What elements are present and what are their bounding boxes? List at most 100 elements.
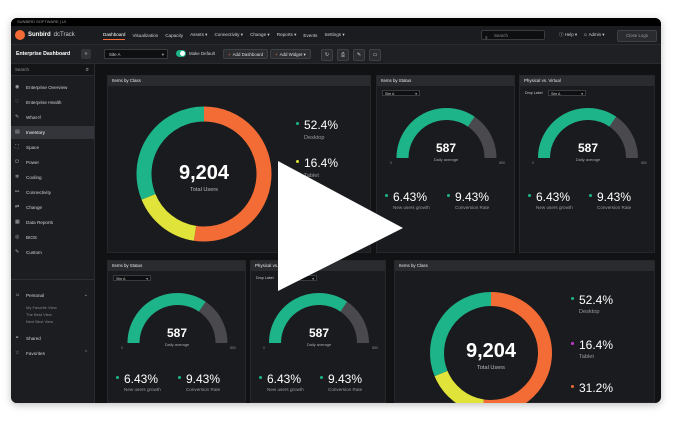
nav-item[interactable]: Connectivity ▾ xyxy=(214,32,244,37)
toggle-switch[interactable] xyxy=(176,50,186,57)
nav-item[interactable]: Visualization xyxy=(132,32,159,38)
panel-site-value: Site A xyxy=(551,92,561,96)
gauge-min: 0 xyxy=(390,161,392,165)
app-window: SUNBIRD SOFTWARE | UI Sunbird dcTrack Da… xyxy=(11,18,661,403)
stat-value: 9.43% xyxy=(328,372,363,386)
panel-site-select[interactable]: Site A ▾ xyxy=(113,275,151,281)
sidebar-divider xyxy=(11,279,94,280)
sidebar-item-bios[interactable]: ◎ BIOS xyxy=(11,231,94,244)
dashboard-toolbar: Enterprise Dashboard « Site A ▾ Make Def… xyxy=(11,45,661,64)
panel-site-value: Site A xyxy=(116,277,126,281)
donut-total: 9,204 xyxy=(179,162,230,184)
donut-total-label: Total Users xyxy=(190,187,218,193)
fullscreen-button[interactable]: ▭ xyxy=(369,49,381,61)
sidebar-item-data-reports[interactable]: ▦ Data Reports xyxy=(11,216,94,229)
sidebar-item-custom[interactable]: ✎ Custom xyxy=(11,246,94,259)
stat-dot xyxy=(385,194,388,197)
donut-segment-tablet xyxy=(434,370,485,403)
stat-value: 6.43% xyxy=(393,190,428,204)
gauge-fill xyxy=(396,108,475,159)
panel-physical-vs-virtual-top: Physical vs. Virtual Drop Label Site A ▾ … xyxy=(519,75,655,253)
bios-icon: ◎ xyxy=(15,234,20,240)
sidebar-item-enterprise-health[interactable]: ♡ Enterprise Health xyxy=(11,96,94,109)
cooling-icon: ❄ xyxy=(15,174,20,180)
add-widget-label: Add Widget xyxy=(279,52,303,57)
stat-label: New users growth xyxy=(393,205,430,210)
brand-logo[interactable]: Sunbird dcTrack xyxy=(15,29,75,41)
sidebar-subitem[interactable]: My Favorite View xyxy=(26,305,57,310)
edit-button[interactable]: ✎ xyxy=(353,49,365,61)
gauge-fill xyxy=(127,293,206,344)
add-dashboard-button[interactable]: + Add Dashboard xyxy=(223,49,269,59)
donut-segment-other xyxy=(430,292,492,377)
gauge-arcs xyxy=(127,293,228,344)
help-menu[interactable]: ⓘ Help ▾ xyxy=(559,32,577,38)
panel-site-select[interactable]: Site A ▾ xyxy=(548,90,586,96)
sidebar-section-personal[interactable]: ☺ Personal ⌄ xyxy=(11,289,94,302)
play-icon[interactable] xyxy=(273,156,413,296)
refresh-icon: ↻ xyxy=(324,52,330,58)
sidebar-subitem[interactable]: Next Best View xyxy=(26,319,54,324)
person-icon: ☺ xyxy=(15,292,21,298)
power-icon: ⏻ xyxy=(15,159,19,165)
sidebar-item-label: Cooling xyxy=(26,175,42,180)
gauge-fill xyxy=(269,293,348,344)
nav-item[interactable]: Settings ▾ xyxy=(324,32,345,37)
close-logs-button[interactable]: Close Logs xyxy=(617,30,657,42)
print-button[interactable]: ⎙ xyxy=(337,49,349,61)
sidebar-item-connectivity[interactable]: ⚯ Connectivity xyxy=(11,186,94,199)
change-icon: ⇄ xyxy=(15,204,20,210)
sidebar-item-space[interactable]: ⛶ Space xyxy=(11,141,94,154)
stat-value: 9.43% xyxy=(597,190,632,204)
sidebar-subitem[interactable]: The Best View xyxy=(26,312,52,317)
chevron-down-icon: ▾ xyxy=(415,92,417,96)
dashboard-title: Enterprise Dashboard xyxy=(16,51,71,57)
admin-menu[interactable]: ☺ Admin ▾ xyxy=(583,32,604,38)
panel-title: Items by Class xyxy=(108,76,370,86)
user-icon: ☺ xyxy=(583,32,588,37)
sidebar: Search ⌕ ◉ Enterprise Overview ♡ Enterprise… xyxy=(11,64,95,403)
nav-search-input[interactable]: ⌕ Search xyxy=(481,30,545,41)
sidebar-item-inventory[interactable]: ▤ Inventory xyxy=(11,126,94,139)
make-default-toggle[interactable]: Make Default xyxy=(176,50,215,57)
sidebar-item-power[interactable]: ⏻ Power xyxy=(11,156,94,169)
sidebar-item-change[interactable]: ⇄ Change xyxy=(11,201,94,214)
gauge-value: 587 xyxy=(436,141,456,155)
gauge-arcs xyxy=(538,108,638,159)
panel-site-select[interactable]: Site A ▾ xyxy=(382,90,420,96)
nav-item[interactable]: Events xyxy=(303,32,318,38)
legend-label: Tablet xyxy=(579,354,594,360)
nav-item[interactable]: Capacity xyxy=(165,32,184,38)
nav-item[interactable]: Dashboard xyxy=(103,30,126,40)
fullscreen-icon: ▭ xyxy=(372,52,378,58)
chevron-down-icon: ▾ xyxy=(161,52,164,57)
legend-dot xyxy=(571,385,574,388)
admin-label: Admin ▾ xyxy=(588,32,605,37)
sidebar-section-favorites[interactable]: ☆ Favorites ⌃ xyxy=(11,347,94,360)
stat-label: Conversion Rate xyxy=(597,205,632,210)
legend-value: 16.4% xyxy=(304,156,339,170)
sidebar-item-what-if[interactable]: ✎ What-If xyxy=(11,111,94,124)
chevron-down-icon: ▾ xyxy=(581,92,583,96)
nav-item[interactable]: Change ▾ xyxy=(250,32,270,37)
site-select[interactable]: Site A ▾ xyxy=(104,49,168,59)
nav-right: ⓘ Help ▾ ☺ Admin ▾ xyxy=(559,26,604,44)
gauge-min: 0 xyxy=(263,346,265,350)
sidebar-item-label: Power xyxy=(26,160,40,165)
add-widget-button[interactable]: + Add Widget ▾ xyxy=(270,49,311,59)
gauge-arcs xyxy=(269,293,369,344)
refresh-button[interactable]: ↻ xyxy=(321,49,333,61)
gauge-value: 587 xyxy=(167,326,187,340)
search-icon: ⌕ xyxy=(485,35,488,41)
stat-label: Conversion Rate xyxy=(186,387,221,392)
sidebar-item-cooling[interactable]: ❄ Cooling xyxy=(11,171,94,184)
sidebar-item-enterprise-overview[interactable]: ◉ Enterprise Overview xyxy=(11,81,94,94)
collapse-sidebar-button[interactable]: « xyxy=(81,49,91,59)
gauge-chart: 587 Daily average 0 850 xyxy=(532,108,647,165)
sidebar-search-input[interactable]: Search ⌕ xyxy=(11,64,94,76)
sidebar-section-shared[interactable]: ⚭ Shared xyxy=(11,332,94,345)
report-icon: ▦ xyxy=(15,219,20,225)
nav-item[interactable]: Reports ▾ xyxy=(276,32,297,37)
nav-item[interactable]: Assets ▾ xyxy=(190,32,208,37)
panel-items-by-class-bottom: Items by Class 9,204 Total Users 52.4% D… xyxy=(394,260,655,403)
